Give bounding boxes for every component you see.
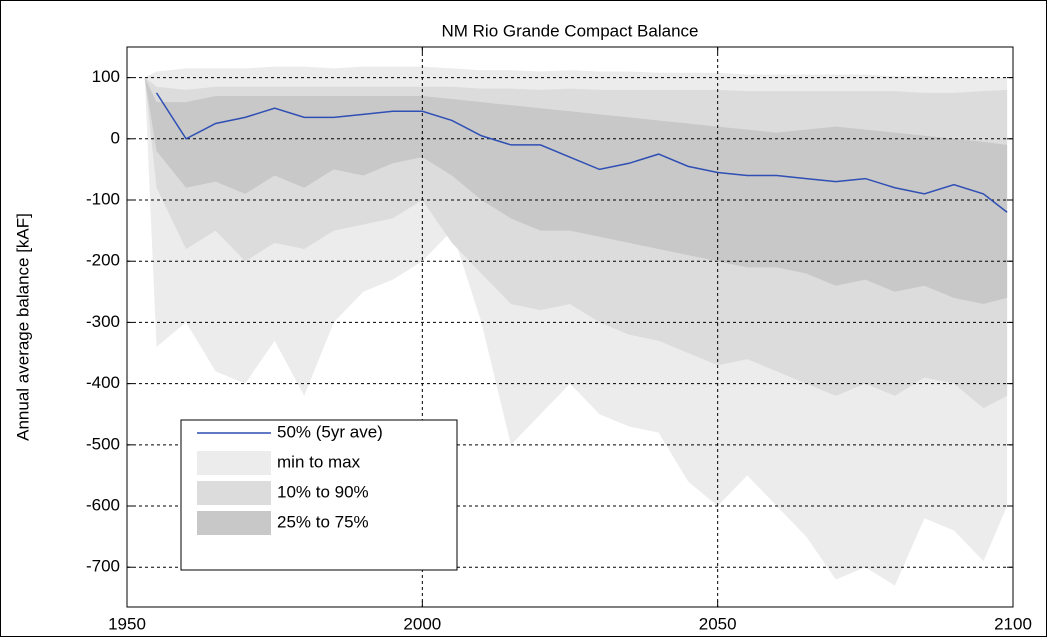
y-tick-label: -700: [86, 557, 120, 576]
y-tick-label: -500: [86, 434, 120, 453]
y-axis-label: Annual average balance [kAF]: [13, 213, 32, 441]
line: [155, 92, 1008, 213]
y-tick-label: -200: [86, 251, 120, 270]
x-tick-label: 1950: [108, 614, 146, 633]
legend-swatch: [197, 481, 271, 505]
y-tick-label: 100: [92, 67, 120, 86]
y-tick-label: -600: [86, 496, 120, 515]
legend-label: 10% to 90%: [277, 482, 369, 501]
band: [144, 77, 1008, 305]
legend-swatch: [197, 511, 271, 535]
y-tick-label: 0: [111, 128, 120, 147]
y-tick-label: -100: [86, 189, 120, 208]
x-tick-label: 2100: [994, 614, 1032, 633]
x-tick-label: 2000: [403, 614, 441, 633]
y-tick-label: -300: [86, 312, 120, 331]
y-tick-label: -400: [86, 373, 120, 392]
chart-title: NM Rio Grande Compact Balance: [441, 21, 698, 40]
axes-box: [126, 46, 1014, 608]
legend-label: 25% to 75%: [277, 512, 369, 531]
legend-label: 50% (5yr ave): [277, 422, 383, 441]
legend-swatch: [197, 451, 271, 475]
legend-label: min to max: [277, 452, 361, 471]
x-tick-label: 2050: [699, 614, 737, 633]
